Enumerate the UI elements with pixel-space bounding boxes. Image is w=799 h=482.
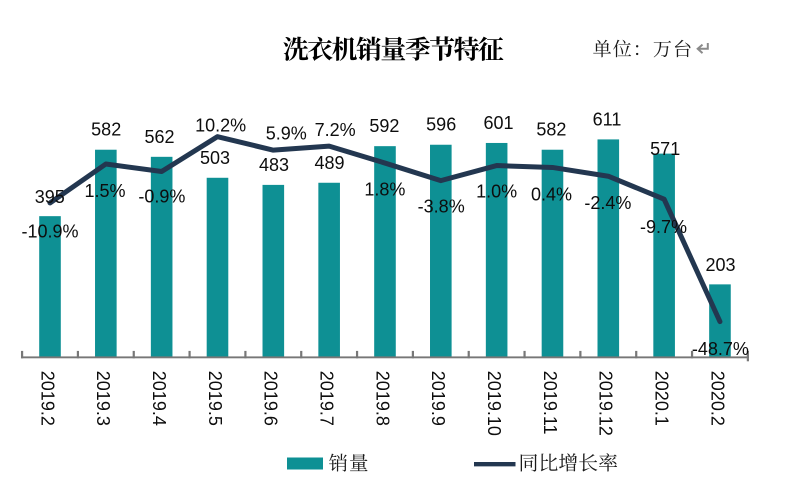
svg-text:-2.4%: -2.4% — [584, 193, 631, 213]
svg-text:2019.4: 2019.4 — [149, 371, 169, 426]
svg-text:596: 596 — [426, 115, 456, 135]
svg-text:395: 395 — [35, 187, 65, 207]
svg-text:7.2%: 7.2% — [315, 120, 356, 140]
svg-text:0.4%: 0.4% — [531, 185, 572, 205]
svg-text:-10.9%: -10.9% — [21, 222, 78, 242]
svg-text:-3.8%: -3.8% — [418, 197, 465, 217]
svg-text:2019.8: 2019.8 — [372, 371, 392, 426]
svg-text:203: 203 — [705, 255, 735, 275]
svg-text:-0.9%: -0.9% — [138, 187, 185, 207]
svg-text:582: 582 — [91, 120, 121, 140]
svg-text:562: 562 — [144, 127, 174, 147]
svg-text:571: 571 — [650, 139, 680, 159]
svg-text:5.9%: 5.9% — [266, 124, 307, 144]
svg-text:2019.2: 2019.2 — [37, 371, 57, 426]
svg-text:1.8%: 1.8% — [364, 180, 405, 200]
svg-text:-9.7%: -9.7% — [640, 217, 687, 237]
svg-text:601: 601 — [483, 113, 513, 133]
svg-text:2019.7: 2019.7 — [317, 371, 337, 426]
svg-text:2019.12: 2019.12 — [596, 371, 616, 436]
svg-text:2020.2: 2020.2 — [707, 371, 727, 426]
svg-text:1.5%: 1.5% — [84, 181, 125, 201]
svg-text:2019.5: 2019.5 — [205, 371, 225, 426]
svg-text:503: 503 — [200, 148, 230, 168]
svg-text:2019.11: 2019.11 — [540, 371, 560, 435]
svg-text:2019.9: 2019.9 — [428, 371, 448, 426]
svg-text:1.0%: 1.0% — [476, 182, 517, 202]
svg-text:483: 483 — [259, 155, 289, 175]
svg-text:582: 582 — [536, 120, 566, 140]
svg-text:2019.10: 2019.10 — [484, 371, 504, 436]
svg-text:2020.1: 2020.1 — [652, 371, 672, 426]
svg-text:489: 489 — [314, 153, 344, 173]
svg-text:2019.6: 2019.6 — [261, 371, 281, 426]
svg-text:2019.3: 2019.3 — [93, 371, 113, 426]
svg-text:611: 611 — [593, 109, 622, 129]
svg-text:-48.7%: -48.7% — [692, 339, 749, 359]
svg-text:10.2%: 10.2% — [195, 116, 246, 136]
svg-text:592: 592 — [369, 116, 399, 136]
